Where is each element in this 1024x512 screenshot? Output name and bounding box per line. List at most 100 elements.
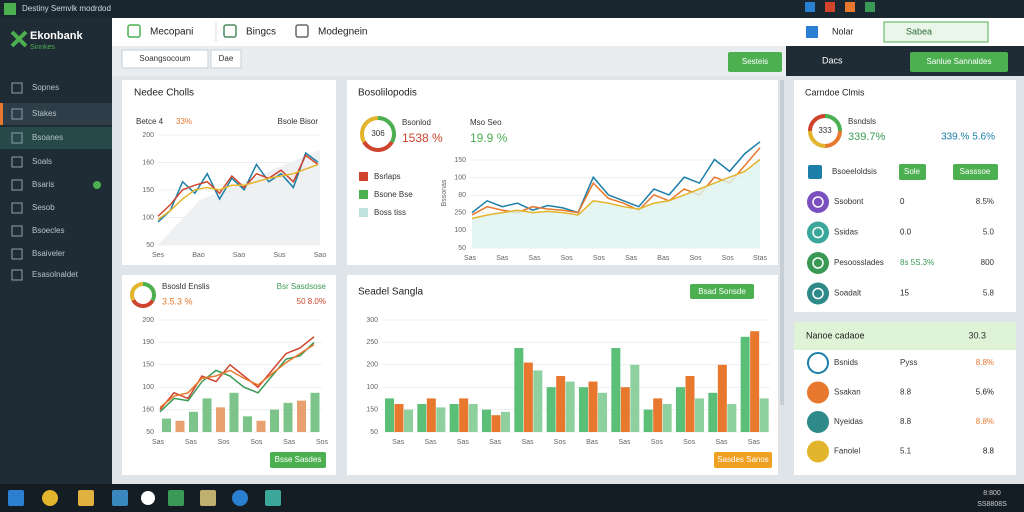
row-value: Pyss [900,358,917,367]
menu-item[interactable]: Soals [32,157,52,166]
bar [417,404,427,432]
button[interactable] [728,52,782,72]
row-value: 8.8% [976,417,994,426]
search-box[interactable] [883,21,989,43]
icon[interactable] [200,490,216,506]
stat-value: 50 8.0% [297,297,326,306]
menu-item[interactable]: Sopnes [32,83,59,92]
legend-label: Boss tiss [374,208,406,217]
y-tick-label: 200 [142,317,154,324]
bar [611,348,621,432]
x-tick-label: Sos [651,439,664,446]
button[interactable] [899,164,926,180]
bar [514,348,524,432]
menu-icon [11,202,23,214]
tab[interactable] [121,49,209,69]
icon[interactable] [112,490,128,506]
menu-item[interactable]: Bsoanes [32,133,63,142]
row-icon [807,191,829,213]
icon[interactable] [265,490,281,506]
x-tick-label: Sos [683,439,696,446]
x-tick-label: Sas [625,255,638,262]
x-tick-label: Sos [593,255,606,262]
row-value: 8.8 [900,388,912,397]
x-tick-label: Sas [457,439,470,446]
x-tick-label: Sas [152,439,165,446]
nav-tab[interactable]: Modegnein [318,27,367,38]
x-tick-label: Sao [233,252,246,259]
donut-label: 306 [371,129,385,138]
y-tick-label: 50 [146,429,154,436]
bar [310,392,320,432]
bar [468,404,478,432]
nav-icon [223,24,237,38]
icon[interactable] [78,490,94,506]
y-tick-label: 190 [142,339,154,346]
donut-arc [808,114,842,148]
menu-item[interactable]: Bsaris [32,180,54,189]
bar [162,418,171,432]
menu-item[interactable]: Stakes [32,109,56,118]
y-tick-label: 100 [366,384,378,391]
icon [808,165,822,179]
bar [685,376,695,432]
bar [482,409,491,432]
bar [501,411,510,432]
stat-label: Bsonlod [402,118,431,127]
icon[interactable] [42,490,58,506]
bar [717,364,727,432]
bar [533,370,543,432]
menu-icon [11,225,23,237]
x-tick-label: Sao [314,252,327,259]
bar [270,409,279,432]
icon[interactable] [8,490,24,506]
donut-label: 333 [818,126,832,135]
button-label: Sanlue Sannaldes [927,57,992,66]
x-tick-label: Sas [424,439,437,446]
bar [283,402,293,432]
row-name: Ssidas [834,228,858,237]
user-icon [806,26,818,38]
button-label: Bsse Sasdes [275,455,322,464]
x-tick-label: Sos [316,439,329,446]
axis-label: Bssonas [441,179,448,206]
line [159,336,315,411]
button[interactable] [910,52,1008,72]
button[interactable] [270,452,326,468]
scrollbar[interactable] [780,80,784,405]
tab[interactable] [210,49,242,69]
x-tick-label: Sos [561,255,574,262]
icon[interactable] [232,490,248,506]
x-tick-label: Sas [283,439,296,446]
bar [229,392,239,432]
button[interactable] [690,284,754,299]
bar [523,362,533,432]
bar [243,416,252,432]
bar [565,381,575,432]
legend-label: Bsrlaps [374,172,401,181]
x-tick-label: Sos [218,439,231,446]
nav-tab[interactable]: Bingcs [246,27,276,38]
menu-item[interactable]: Bsaiveler [32,249,65,258]
date: SS8808S [977,501,1007,508]
card-title: Bosolilopodis [358,88,417,99]
nav-tab[interactable]: Mecopani [150,27,193,38]
button[interactable] [714,452,772,468]
row-value: 8.8% [976,358,994,367]
donut-arc [360,116,396,152]
menu-item[interactable]: Bsoecles [32,226,64,235]
legend-swatch [359,190,368,199]
icon[interactable] [168,490,184,506]
bar [459,398,469,432]
stat-value: 339.% 5.6% [941,132,995,143]
y-tick-label: 100 [454,174,466,181]
icon[interactable] [141,491,155,505]
menu-icon [11,82,23,94]
bar [630,364,640,432]
button[interactable] [953,164,998,180]
taskbar-icons [8,490,281,506]
row-name: Ssakan [834,388,861,397]
menu-item[interactable]: Esasolnaldet [32,270,79,279]
menu-item[interactable]: Sesob [32,203,55,212]
